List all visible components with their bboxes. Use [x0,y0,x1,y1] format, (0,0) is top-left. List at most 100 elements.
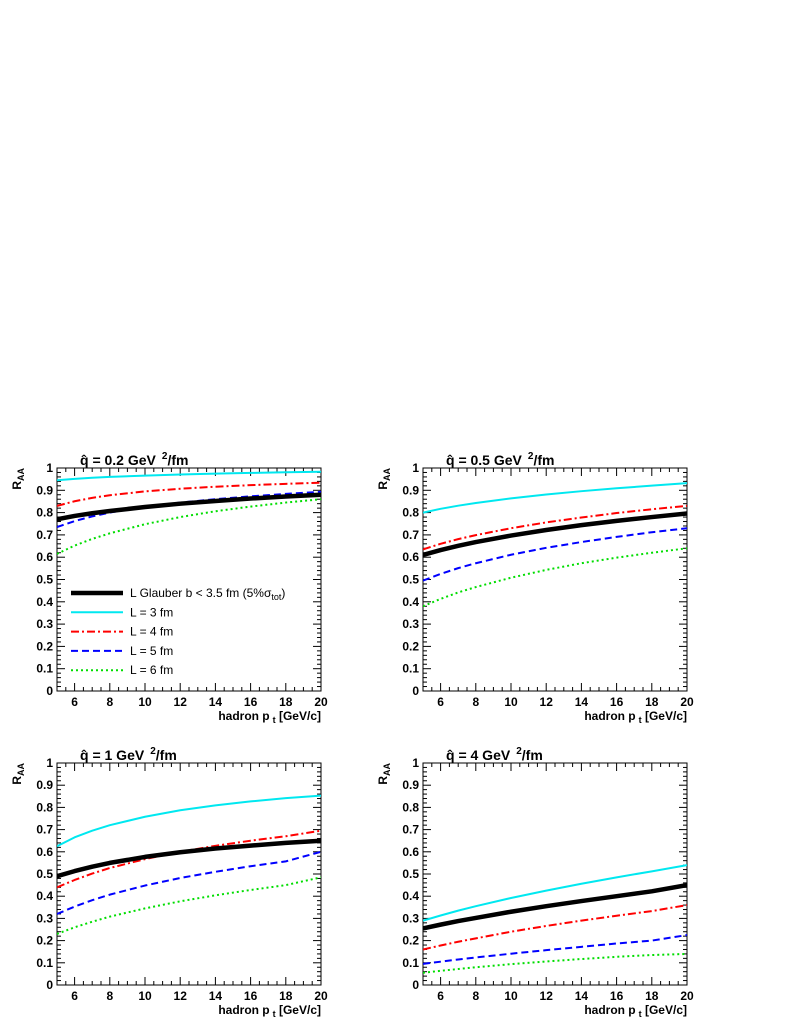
y-tick-label: 1 [412,756,419,770]
series-line-L4 [57,829,321,889]
x-tick-label: 12 [540,989,554,1003]
panel-title: q̂ = 1 GeV 2/fm [80,746,177,763]
x-tick-label: 16 [244,989,258,1003]
panel-qhat-4: 00.10.20.30.40.50.60.70.80.916 8 10 12 14 16 1… [376,746,694,1019]
y-tick-label: 0.9 [36,483,53,497]
y-tick-label: 1 [412,461,419,475]
panel-title-superscript: 2 [516,746,522,757]
series-line-L5 [423,934,687,965]
y-tick-label: 0.4 [36,889,53,903]
legend-label-L3: L = 3 fm [130,605,173,619]
y-tick-label: 1 [46,461,53,475]
x-tick-label: 18 [279,989,293,1003]
y-tick-label: 0 [412,978,419,992]
x-tick-label: 6 [71,695,78,709]
series-line-L4 [423,504,687,551]
x-tick-label: 6 [71,989,78,1003]
x-tick-label: 20 [314,695,328,709]
y-tick-label: 0.8 [36,506,53,520]
x-tick-label: 8 [106,695,113,709]
x-axis-title: hadron p t [GeV/c] [584,709,687,725]
series-line-L4 [423,904,687,951]
panel-title-main: q̂ = 0.5 GeV [446,452,523,468]
x-tick-label: 20 [680,989,694,1003]
legend-label-L4: L = 4 fm [130,625,173,639]
x-tick-label: 10 [504,695,518,709]
y-tick-label: 0.3 [402,617,419,631]
series-line-L5 [57,490,321,529]
y-tick-label: 0.3 [36,911,53,925]
x-tick-label: 14 [575,695,589,709]
y-tick-label: 0.7 [36,528,53,542]
x-tick-label: 6 [437,989,444,1003]
panel-title-unit: /fm [533,452,554,468]
legend: L Glauber b < 3.5 fm (5%σtot) L = 3 fm L =… [71,586,285,677]
legend-label-L6: L = 6 fm [130,663,173,677]
y-axis-title: RAA [376,763,392,785]
series-line-L3 [423,482,687,514]
y-tick-label: 0.7 [36,823,53,837]
y-tick-label: 0.5 [36,867,53,881]
series-line-L6 [423,952,687,974]
series-line-glauber [57,492,321,522]
y-tick-label: 0.4 [402,595,419,609]
y-tick-label: 0.5 [402,573,419,587]
x-axis-title-main: hadron p [584,709,635,723]
x-axis-title: hadron p t [GeV/c] [584,1003,687,1019]
x-axis-title-subscript: t [639,715,642,725]
series-line-L4 [57,481,321,507]
y-tick-label: 0.6 [402,845,419,859]
x-axis-title-unit: [GeV/c] [276,1003,321,1017]
legend-label-tail: ) [281,586,285,600]
panel-qhat-0-5: 00.10.20.30.40.50.60.70.80.916 8 10 12 14 16 1… [376,451,694,725]
x-axis-title-unit: [GeV/c] [276,709,321,723]
x-tick-label: 20 [314,989,328,1003]
y-tick-label: 0.7 [402,528,419,542]
x-tick-label: 8 [472,989,479,1003]
y-tick-label: 0.6 [402,550,419,564]
y-tick-label: 0.3 [36,617,53,631]
panel-title-unit: /fm [522,747,543,763]
plot-frame [422,762,688,986]
series-line-glauber [423,882,687,931]
y-tick-label: 0.9 [36,778,53,792]
legend-label-glauber: L Glauber b < 3.5 fm (5%σtot) [130,586,285,602]
y-axis-title-main: R [376,481,390,490]
x-axis-title-unit: [GeV/c] [642,709,687,723]
x-tick-label: 20 [680,695,694,709]
x-axis-title-main: hadron p [584,1003,635,1017]
x-axis-title-main: hadron p [218,709,269,723]
panel-qhat-1: 00.10.20.30.40.50.60.70.80.916 8 10 12 14 16 1… [10,746,328,1019]
legend-label-text: L = 6 fm [130,663,173,677]
x-tick-label: 10 [138,695,152,709]
y-axis-title: RAA [10,468,26,490]
x-axis-title-subscript: t [273,1009,276,1019]
x-tick-label: 10 [138,989,152,1003]
plot-frame [56,762,322,986]
panel-title-unit: /fm [167,452,188,468]
y-axis-title-subscript: AA [382,763,392,776]
legend-label-text: L Glauber b < 3.5 fm (5%σ [130,586,272,600]
x-tick-label: 16 [244,695,258,709]
legend-label-text: L = 5 fm [130,644,173,658]
y-tick-label: 0.7 [402,823,419,837]
legend-label-subscript: tot [271,592,282,602]
x-tick-label: 18 [645,989,659,1003]
y-tick-label: 0.4 [402,889,419,903]
x-tick-label: 12 [174,695,188,709]
y-axis-title-main: R [10,481,24,490]
series-line-L6 [423,547,687,608]
x-axis-title-subscript: t [273,715,276,725]
panel-title: q̂ = 0.5 GeV 2/fm [446,451,554,468]
x-tick-label: 8 [106,989,113,1003]
series-line-glauber [423,511,687,558]
x-tick-label: 18 [645,695,659,709]
legend-label-L5: L = 5 fm [130,644,173,658]
y-tick-label: 0.2 [402,639,419,653]
y-tick-label: 0.8 [36,800,53,814]
x-axis-title-subscript: t [639,1009,642,1019]
panel-title-main: q̂ = 0.2 GeV [80,452,157,468]
y-axis-title: RAA [376,468,392,490]
y-axis-title-subscript: AA [382,468,392,481]
